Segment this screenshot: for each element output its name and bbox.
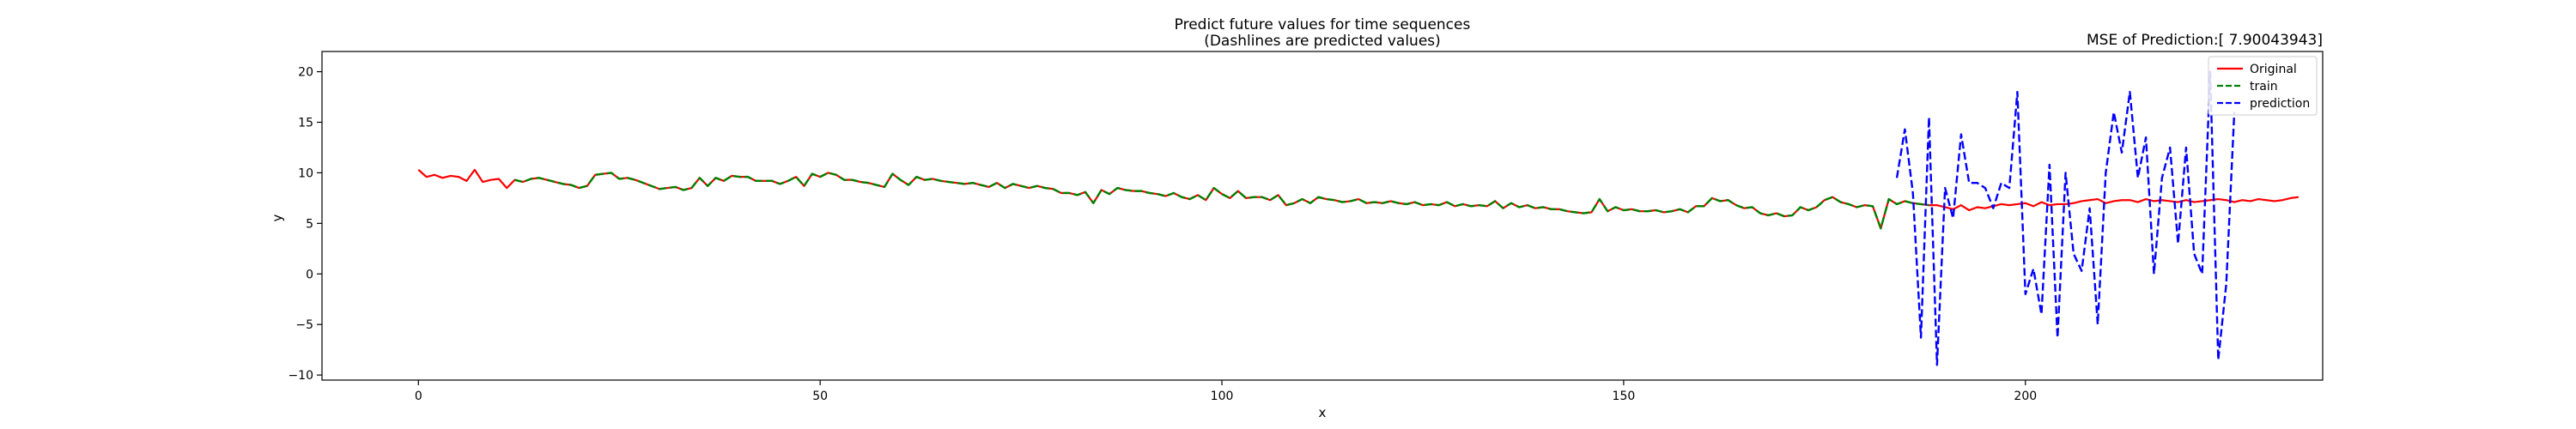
- y-axis-label: y: [270, 214, 285, 221]
- legend-label-original: Original: [2250, 63, 2297, 76]
- y-tick-label: 0: [306, 268, 313, 281]
- x-tick-label: 150: [1613, 390, 1636, 403]
- plot-frame: [321, 51, 2324, 381]
- y-tick-label: 15: [298, 116, 313, 130]
- y-tick-label: 20: [298, 66, 313, 80]
- chart-title: Predict future values for time sequences: [1175, 16, 1471, 33]
- series-line-train: [514, 172, 1929, 230]
- x-tick-label: 0: [415, 390, 422, 403]
- series-line-original: [417, 168, 2300, 230]
- mse-annotation: MSE of Prediction:[ 7.90043943]: [2087, 32, 2323, 49]
- legend-label-prediction: prediction: [2250, 97, 2310, 111]
- y-tick-label: 10: [298, 166, 313, 180]
- y-tick-label: −10: [288, 369, 313, 383]
- series-layer: [417, 70, 2300, 366]
- axes-layer: 0 50 100 150 200 −10 −5 0 5 10 15 20: [288, 51, 2324, 403]
- x-tick-label: 100: [1211, 390, 1234, 403]
- legend: Original train prediction: [2208, 56, 2318, 116]
- x-tick-label: 200: [2014, 390, 2037, 403]
- y-tick-label: −5: [295, 318, 313, 332]
- chart-subtitle: (Dashlines are predicted values): [1204, 33, 1441, 50]
- x-axis-label: x: [1319, 405, 1327, 420]
- legend-box: [2208, 56, 2318, 116]
- legend-label-train: train: [2250, 80, 2278, 94]
- y-tick-label: 5: [306, 217, 313, 231]
- x-tick-label: 50: [812, 390, 828, 403]
- series-line-prediction: [1895, 70, 2236, 366]
